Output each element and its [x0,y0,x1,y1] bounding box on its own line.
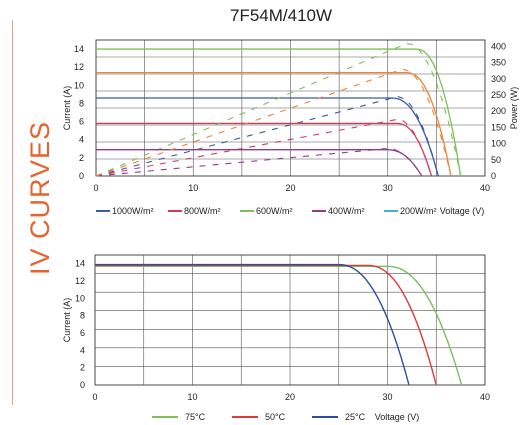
chart1-y-tick-label: 12 [74,62,84,72]
chart1-y2-tick-label: 0 [491,171,496,181]
chart1-y2-axis-label: Power (W) [509,87,519,130]
chart2-legend-label: 75°C [185,412,206,422]
chart1-y2-tick-label: 400 [491,41,506,51]
chart1-y2-tick-label: 250 [491,90,506,100]
chart2-x-tick-label: 0 [92,392,97,402]
chart2-temperature-curve [95,265,463,386]
chart2-y-tick-label: 4 [80,345,85,355]
chart1-y-tick-label: 6 [79,117,84,127]
chart1-legend-label: 800W/m² [184,206,221,216]
chart1-y-tick-label: 4 [79,135,84,145]
chart1-y-tick-label: 10 [74,80,84,90]
chart2-legend-label: 25°C [345,412,366,422]
chart2-y-tick-label: 8 [80,311,85,321]
chart2-y-tick-label: 2 [80,363,85,373]
chart2-legend-label: 50°C [265,412,286,422]
chart1-y2-tick-label: 150 [491,122,506,132]
chart1-x-tick-label: 10 [188,183,198,193]
chart1-y-tick-label: 0 [79,171,84,181]
chart1-legend-label: 600W/m² [256,206,293,216]
chart1-y2-tick-label: 300 [491,74,506,84]
chart2-x-axis-label: Voltage (V) [375,412,420,422]
chart1-x-axis-label: Voltage (V) [440,206,485,216]
chart2-temperature-curve [95,263,410,386]
chart1-power-curve [95,68,452,177]
chart1-x-tick-label: 30 [383,183,393,193]
chart2-x-tick-label: 40 [480,392,490,402]
chart1-current-curve [96,48,462,177]
chart1-y2-tick-label: 200 [491,106,506,116]
chart1-power-curve [95,96,439,177]
chart2-y-tick-label: 0 [80,380,85,390]
chart1-y-tick-label: 8 [79,98,84,108]
side-accent-line [0,20,13,405]
chart1-y-axis-label: Current (A) [62,86,72,131]
chart1-y2-tick-label: 50 [491,155,501,165]
chart1-y2-tick-label: 350 [491,58,506,68]
chart2-frame [94,254,486,386]
chart1-y-tick-label: 14 [74,44,84,54]
chart2-y-axis-label: Current (A) [62,298,72,343]
chart1-current-curve [96,97,439,177]
chart1-y-tick-label: 2 [79,153,84,163]
chart1-frame [95,39,486,177]
chart1-power-curve [95,147,423,177]
chart1-current-curve [96,71,452,177]
chart1-current-curve [96,122,433,177]
chart1-legend-label: 200W/m² [400,206,437,216]
chart2-y-tick-label: 12 [75,276,85,286]
chart2-temperature-curve [95,264,437,386]
chart1-x-tick-label: 20 [285,183,295,193]
chart1-y2-tick-label: 100 [491,139,506,149]
chart2-x-tick-label: 10 [187,392,197,402]
chart2-x-tick-label: 20 [285,392,295,402]
chart2-x-tick-label: 30 [382,392,392,402]
chart1-power-curve [95,118,433,177]
chart1-legend-label: 1000W/m² [112,206,154,216]
chart-title: 7F54M/410W [230,6,333,25]
chart2-y-tick-label: 6 [80,328,85,338]
chart1-x-tick-label: 40 [480,183,490,193]
chart1-legend-label: 400W/m² [328,206,365,216]
chart2-y-tick-label: 10 [75,293,85,303]
chart2-y-tick-label: 14 [75,259,85,269]
chart1-x-tick-label: 0 [93,183,98,193]
chart1-current-curve [96,149,423,177]
